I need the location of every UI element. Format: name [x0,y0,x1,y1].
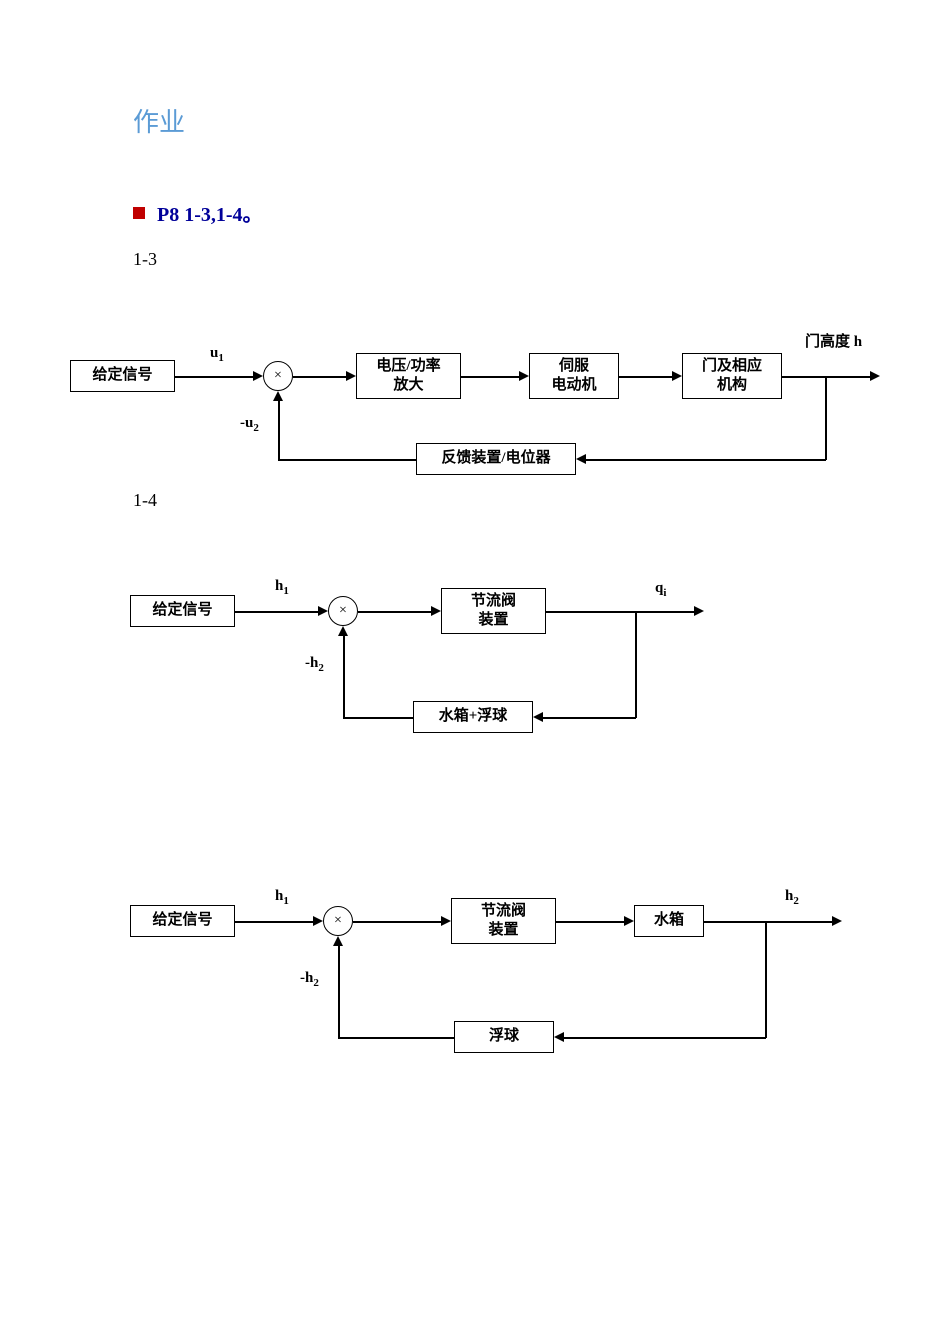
arrow-icon [624,916,634,926]
page-title: 作业 [133,102,185,139]
edge [564,1037,766,1039]
edge [338,1037,454,1039]
edge [635,611,637,718]
edge [235,921,315,923]
block-feedback: 水箱+浮球 [413,701,533,733]
label-h2: -h2 [300,970,319,989]
label-h1: h1 [275,888,289,907]
arrow-icon [333,936,343,946]
diagram-1-3: 给定信号 u1 × 电压/功率 放大 伺服 电动机 门及相应 机构 门高度 h … [55,330,895,490]
arrow-icon [533,712,543,722]
block-feedback: 浮球 [454,1021,554,1053]
diagram-1-4b: 给定信号 h1 × 节流阀 装置 水箱 h2 浮球 -h2 [115,870,875,1070]
subsection-1-3: 1-3 [133,249,157,270]
edge [278,459,416,461]
arrow-icon [441,916,451,926]
edge [619,376,674,378]
label-output: 门高度 h [805,330,862,351]
block-valve: 节流阀 装置 [451,898,556,944]
edge [825,376,827,460]
edge [278,401,280,460]
block-input: 给定信号 [70,360,175,392]
section-header: P8 1-3,1-4。 [133,198,263,227]
edge [782,376,872,378]
arrow-icon [338,626,348,636]
edge [546,611,696,613]
arrow-icon [313,916,323,926]
label-output: h2 [785,888,799,907]
block-feedback: 反馈装置/电位器 [416,443,576,475]
arrow-icon [554,1032,564,1042]
arrow-icon [273,391,283,401]
diagram-1-4a: 给定信号 h1 × 节流阀 装置 qi 水箱+浮球 -h2 [115,560,765,750]
edge [765,921,767,1038]
arrow-icon [431,606,441,616]
label-h2: -h2 [305,655,324,674]
subsection-1-4: 1-4 [133,490,157,511]
arrow-icon [253,371,263,381]
edge [343,717,413,719]
arrow-icon [519,371,529,381]
block-input: 给定信号 [130,595,235,627]
edge [704,921,834,923]
arrow-icon [576,454,586,464]
arrow-icon [318,606,328,616]
arrow-icon [672,371,682,381]
block-valve: 节流阀 装置 [441,588,546,634]
sum-node: × [328,596,358,626]
block-tank: 水箱 [634,905,704,937]
section-label: P8 1-3,1-4。 [157,198,263,227]
block-input: 给定信号 [130,905,235,937]
label-u1: u1 [210,345,224,364]
block-door: 门及相应 机构 [682,353,782,399]
edge [543,717,636,719]
edge [353,921,443,923]
bullet-icon [133,207,145,219]
edge [293,376,348,378]
edge [556,921,626,923]
label-h1: h1 [275,578,289,597]
arrow-icon [870,371,880,381]
edge [338,946,340,1038]
sum-node: × [263,361,293,391]
edge [343,636,345,718]
edge [235,611,320,613]
arrow-icon [346,371,356,381]
edge [461,376,521,378]
label-output: qi [655,580,666,599]
edge [358,611,433,613]
block-motor: 伺服 电动机 [529,353,619,399]
arrow-icon [832,916,842,926]
edge [175,376,255,378]
arrow-icon [694,606,704,616]
label-u2: -u2 [240,415,259,434]
edge [586,459,826,461]
block-amp: 电压/功率 放大 [356,353,461,399]
sum-node: × [323,906,353,936]
